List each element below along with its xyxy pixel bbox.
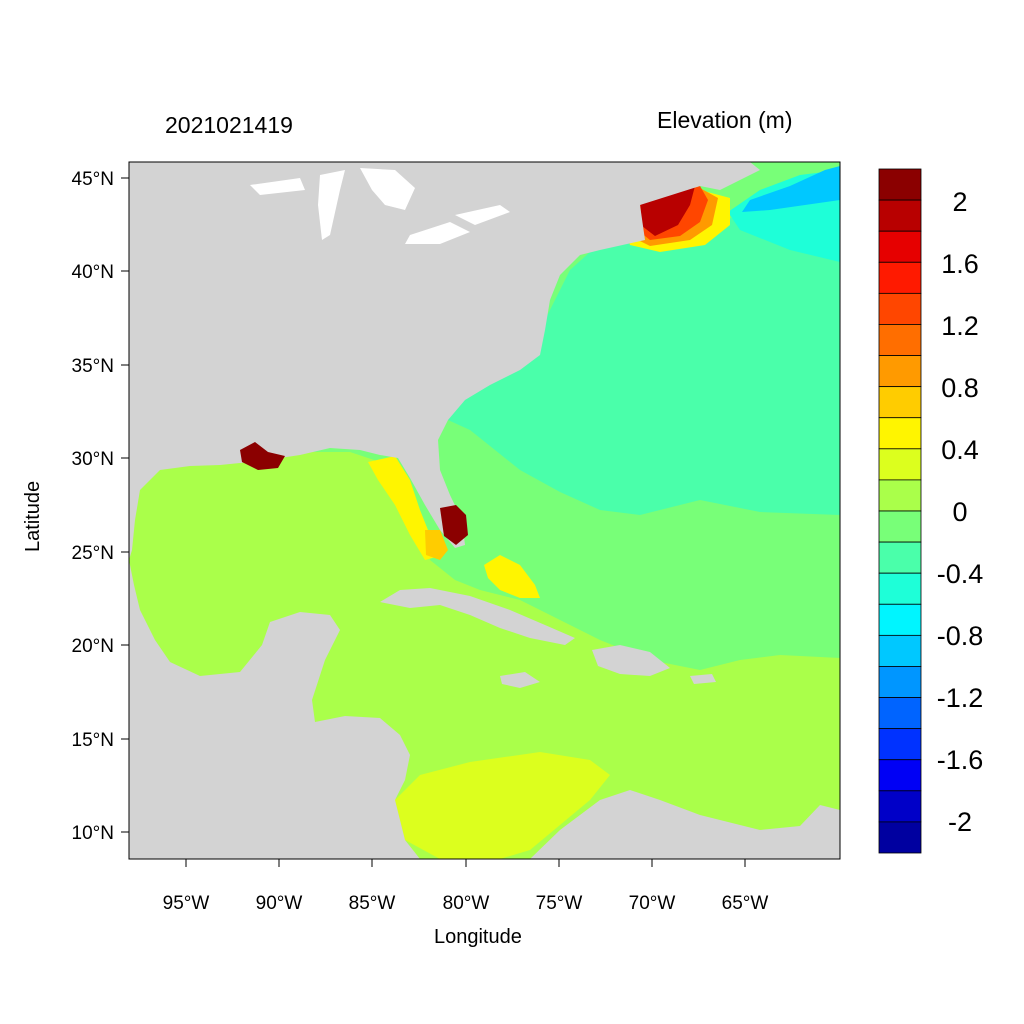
colorbar-swatch [878,697,922,730]
colorbar-swatch [878,448,922,481]
colorbar-label-neg0.8: -0.8 [937,621,984,651]
lon-tick-75w: 75°W [536,893,583,914]
lon-tick-80w: 80°W [443,893,490,914]
jamaica-land [500,672,540,688]
plot-frame [128,161,841,860]
lon-tick-70w: 70°W [629,893,676,914]
great-lakes [250,168,510,244]
gulf-of-maine-blue [742,166,840,212]
map-area [129,162,840,859]
colorbar-swatch [878,759,922,792]
lat-tick-10n: 10°N [72,823,114,844]
colorbar-swatch [878,728,922,761]
puerto-rico-land [690,674,716,684]
lat-tick-15n: 15°N [72,730,114,751]
colorbar-swatch [878,821,922,854]
atlantic-negative-region [440,162,840,515]
lon-tick-85w: 85°W [349,893,396,914]
colorbar-label-0.4: 0.4 [941,435,979,465]
hispaniola-land [592,645,670,676]
colorbar-swatch [878,510,922,543]
north-america-land [129,162,760,560]
lat-tick-25n: 25°N [72,543,114,564]
colorbar-swatch [878,261,922,294]
lat-ticks [121,177,129,833]
colorbar-label-2: 2 [952,187,967,217]
colorbar-label-neg2: -2 [948,807,972,837]
colorbar-swatch [878,479,922,512]
colorbar-swatch [878,168,922,201]
colorbar-swatch [878,634,922,667]
colorbar-swatch [878,603,922,636]
colorbar-label-1.6: 1.6 [941,249,979,279]
florida-west-orange [425,530,448,560]
mexico-land [129,560,420,859]
lat-tick-40n: 40°N [72,262,114,283]
lat-tick-45n: 45°N [72,169,114,190]
lat-tick-35n: 35°N [72,356,114,377]
florida-surge-hotspot [440,505,468,545]
colorbar-swatch [878,572,922,605]
lon-tick-90w: 90°W [256,893,303,914]
colorbar-swatch [878,199,922,232]
bahamas-yellow [484,555,540,598]
colorbar-label-neg0.4: -0.4 [937,559,984,589]
louisiana-surge [240,442,285,470]
colorbar-swatch [878,355,922,388]
variable-label: Elevation (m) [657,107,793,133]
timestamp-label: 2021021419 [165,112,293,138]
florida-west-surge [368,456,440,560]
colorbar-label-0: 0 [952,497,967,527]
lon-tick-95w: 95°W [163,893,210,914]
colorbar-label-1.2: 1.2 [941,311,979,341]
south-america-land [530,790,840,859]
colorbar-label-0.8: 0.8 [941,373,979,403]
colorbar-swatch [878,324,922,356]
colorbar-swatch [878,230,922,263]
colorbar [878,168,922,854]
lat-tick-20n: 20°N [72,636,114,657]
caribbean-yellowgreen-region [395,752,610,859]
colorbar-swatch [878,790,922,823]
x-axis-label: Longitude [434,926,522,948]
colorbar-label-neg1.2: -1.2 [937,683,984,713]
colorbar-labels: 2 1.6 1.2 0.8 0.4 0 -0.4 -0.8 -1.2 -1.6 … [937,187,984,837]
cuba-land [380,588,575,645]
lat-tick-30n: 30°N [72,449,114,470]
colorbar-swatch [878,386,922,419]
colorbar-swatch [878,417,922,450]
lon-ticks [185,859,746,867]
colorbar-swatch [878,292,922,325]
colorbar-label-neg1.6: -1.6 [937,745,984,775]
colorbar-swatch [878,666,922,698]
lon-tick-65w: 65°W [722,893,769,914]
colorbar-swatch [878,541,922,574]
